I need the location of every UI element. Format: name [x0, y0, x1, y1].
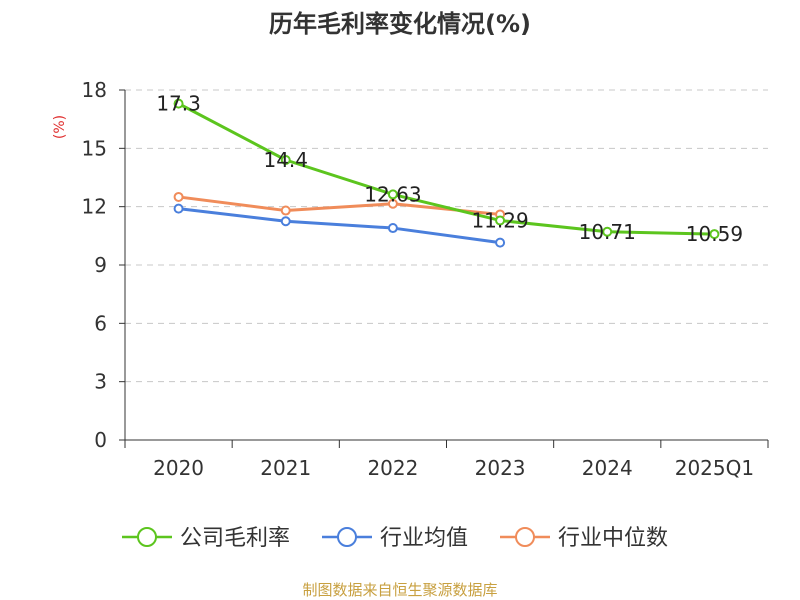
y-tick-label-18: 18: [82, 78, 107, 102]
point-行业均值-2023: [495, 237, 506, 248]
y-axis-label: (%): [52, 115, 68, 139]
legend-marker-公司毛利率: [137, 527, 157, 547]
axes: 0 3 6 9 12 15 18 2020 2021 2022 2023 2024 2025Q1: [82, 78, 769, 480]
x-tick-label-2021: 2021: [260, 456, 311, 480]
series-line-行业均值: [177, 207, 502, 245]
x-tick-label-2022: 2022: [367, 456, 418, 480]
data-label-2024: 10.71: [579, 220, 636, 244]
x-tick-label-2020: 2020: [153, 456, 204, 480]
data-labels: 17.3 14.4 12.63 11.29 10.71 10.59: [156, 92, 743, 246]
legend-label-公司毛利率: 公司毛利率: [180, 526, 290, 551]
legend-marker-行业中位数: [515, 527, 535, 547]
point-公司毛利率-2020: [173, 98, 184, 109]
point-公司毛利率-2023: [495, 215, 506, 226]
x-tick-label-2023: 2023: [475, 456, 526, 480]
point-公司毛利率-2024: [602, 226, 613, 237]
x-tick-label-2025Q1: 2025Q1: [675, 456, 754, 480]
series-line-公司毛利率: [177, 102, 716, 236]
y-tick-label-6: 6: [94, 311, 107, 335]
y-tick-label-3: 3: [94, 370, 107, 394]
point-行业中位数-2022: [387, 198, 398, 209]
data-label-2022: 12.63: [364, 182, 421, 206]
legend-marker-行业均值: [337, 527, 357, 547]
legend-item-行业均值: 行业均值: [322, 526, 468, 551]
data-label-2025Q1: 10.59: [686, 222, 743, 246]
point-行业中位数-2020: [173, 191, 184, 202]
legend: 公司毛利率 行业均值 行业中位数: [122, 526, 668, 551]
series-lines: [173, 98, 720, 248]
legend-label-行业中位数: 行业中位数: [558, 526, 668, 551]
y-tick-label-15: 15: [82, 136, 107, 160]
point-公司毛利率-2022: [387, 189, 398, 200]
data-label-2023: 11.29: [471, 208, 528, 232]
point-行业均值-2021: [280, 216, 291, 227]
point-公司毛利率-2025Q1: [709, 229, 720, 240]
source-note: 制图数据来自恒生聚源数据库: [302, 581, 497, 599]
legend-label-行业均值: 行业均值: [380, 526, 468, 551]
data-label-2020: 17.3: [156, 92, 201, 116]
x-tick-label-2024: 2024: [582, 456, 633, 480]
y-tick-label-9: 9: [94, 253, 107, 277]
y-tick-label-0: 0: [94, 428, 107, 452]
point-公司毛利率-2021: [280, 155, 291, 165]
legend-item-公司毛利率: 公司毛利率: [122, 526, 290, 551]
legend-item-行业中位数: 行业中位数: [500, 526, 668, 551]
point-行业均值-2022: [387, 223, 398, 234]
chart-title: 历年毛利率变化情况(%): [269, 10, 531, 38]
point-行业中位数-2021: [280, 205, 291, 216]
series-line-行业中位数: [177, 195, 502, 216]
point-行业均值-2020: [173, 203, 184, 214]
data-label-2021: 14.4: [263, 148, 308, 172]
y-tick-label-12: 12: [82, 195, 107, 219]
